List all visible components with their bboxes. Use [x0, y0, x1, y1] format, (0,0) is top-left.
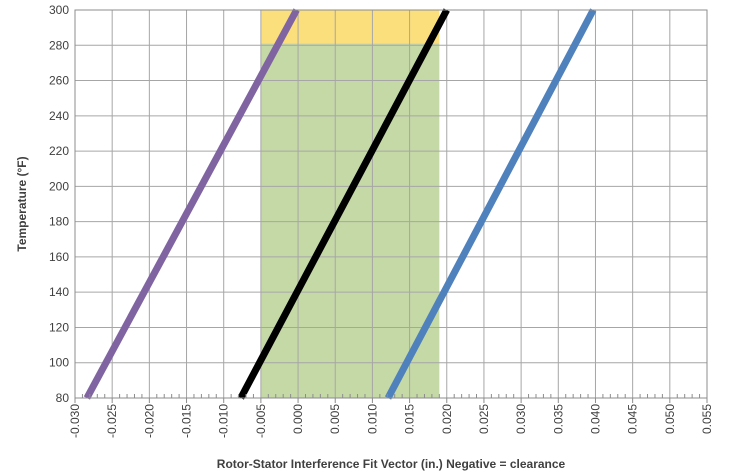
- y-tick-label: 220: [49, 144, 69, 158]
- x-tick-label: 0.000: [291, 404, 305, 434]
- y-tick-label: 260: [49, 74, 69, 88]
- y-tick-label: 160: [49, 250, 69, 264]
- series-line-3: [384, 8, 597, 400]
- y-tick-labels: 80 100 120 140 160 180 200 220 240 260 280 300: [49, 3, 69, 405]
- plot-border: [74, 9, 708, 399]
- y-tick-label: 280: [49, 38, 69, 52]
- y-tick-label: 140: [49, 285, 69, 299]
- series-lines: [83, 8, 597, 400]
- x-tick-label: 0.050: [663, 404, 677, 434]
- y-axis-title: Temperature (°F): [15, 156, 29, 251]
- x-axis-title: Rotor-Stator Interference Fit Vector (in…: [217, 457, 566, 471]
- x-tick-label: 0.025: [477, 404, 491, 434]
- x-tick-label: -0.005: [254, 404, 268, 438]
- x-tick-label: 0.005: [328, 404, 342, 434]
- y-tick-label: 300: [49, 3, 69, 17]
- axes: [74, 9, 708, 403]
- x-tick-labels: -0.030 -0.025 -0.020 -0.015 -0.010 -0.005 0.00…: [68, 404, 714, 438]
- x-tick-label: 0.045: [626, 404, 640, 434]
- x-tick-label: 0.020: [440, 404, 454, 434]
- x-tick-label: -0.025: [105, 404, 119, 438]
- series-line-1: [83, 8, 300, 400]
- y-tick-label: 80: [56, 391, 70, 405]
- x-tick-label: -0.020: [142, 404, 156, 438]
- y-tick-label: 180: [49, 215, 69, 229]
- x-tick-label: -0.030: [68, 404, 82, 438]
- y-tick-label: 100: [49, 356, 69, 370]
- x-tick-label: -0.010: [217, 404, 231, 438]
- x-tick-label: 0.015: [403, 404, 417, 434]
- y-tick-label: 200: [49, 179, 69, 193]
- x-tick-label: 0.010: [365, 404, 379, 434]
- series-line-2: [237, 8, 450, 400]
- y-tick-label: 240: [49, 109, 69, 123]
- x-tick-label: -0.015: [180, 404, 194, 438]
- y-tick-label: 120: [49, 320, 69, 334]
- x-tick-label: 0.055: [700, 404, 714, 434]
- x-tick-label: 0.040: [588, 404, 602, 434]
- x-tick-label: 0.035: [551, 404, 565, 434]
- x-tick-label: 0.030: [514, 404, 528, 434]
